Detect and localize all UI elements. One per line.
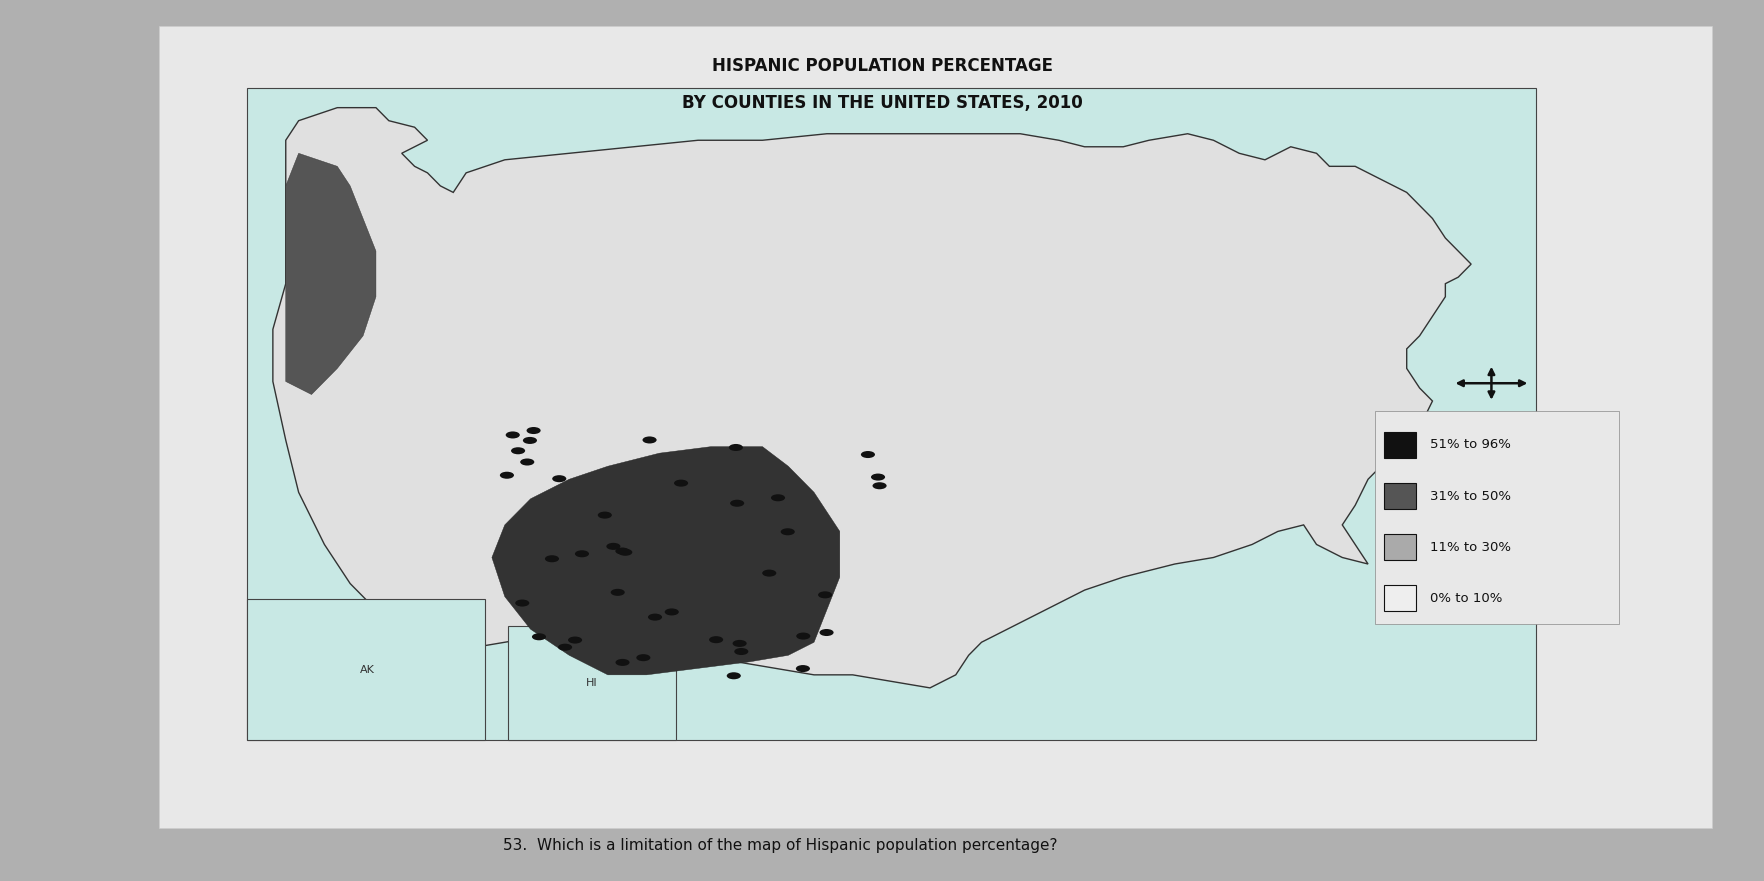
- Circle shape: [557, 644, 572, 651]
- Circle shape: [871, 482, 886, 489]
- Circle shape: [598, 512, 612, 519]
- Circle shape: [647, 613, 662, 620]
- Circle shape: [729, 444, 743, 451]
- Text: 0% to 10%: 0% to 10%: [1429, 592, 1501, 604]
- Text: BY COUNTIES IN THE UNITED STATES, 2010: BY COUNTIES IN THE UNITED STATES, 2010: [681, 94, 1083, 112]
- Text: 53.  Which is a limitation of the map of Hispanic population percentage?: 53. Which is a limitation of the map of …: [503, 838, 1057, 854]
- Circle shape: [732, 640, 746, 647]
- Circle shape: [762, 570, 776, 577]
- Polygon shape: [286, 153, 376, 395]
- Circle shape: [568, 637, 582, 644]
- Circle shape: [526, 427, 540, 434]
- Text: 51% to 96%: 51% to 96%: [1429, 439, 1510, 451]
- Polygon shape: [492, 447, 840, 675]
- Circle shape: [520, 458, 534, 465]
- Circle shape: [665, 609, 679, 616]
- Circle shape: [531, 633, 545, 640]
- FancyBboxPatch shape: [247, 599, 485, 740]
- Circle shape: [515, 600, 529, 607]
- Circle shape: [616, 547, 630, 554]
- FancyBboxPatch shape: [1374, 411, 1618, 624]
- FancyBboxPatch shape: [1383, 534, 1415, 560]
- Circle shape: [709, 636, 723, 643]
- Text: 11% to 30%: 11% to 30%: [1429, 541, 1510, 553]
- FancyBboxPatch shape: [247, 88, 1535, 740]
- Circle shape: [575, 551, 589, 558]
- Circle shape: [818, 629, 833, 636]
- Polygon shape: [273, 107, 1471, 688]
- Circle shape: [771, 494, 785, 501]
- Text: HISPANIC POPULATION PERCENTAGE: HISPANIC POPULATION PERCENTAGE: [711, 57, 1053, 75]
- Circle shape: [674, 479, 688, 486]
- Circle shape: [730, 500, 744, 507]
- Circle shape: [522, 437, 536, 444]
- FancyBboxPatch shape: [508, 626, 676, 740]
- Circle shape: [817, 591, 831, 598]
- Circle shape: [727, 672, 741, 679]
- Circle shape: [780, 529, 794, 536]
- Circle shape: [552, 475, 566, 482]
- Circle shape: [506, 432, 520, 439]
- Circle shape: [607, 543, 621, 550]
- Circle shape: [617, 549, 632, 556]
- Circle shape: [734, 648, 748, 655]
- Circle shape: [796, 633, 810, 640]
- Circle shape: [512, 448, 526, 455]
- FancyBboxPatch shape: [1383, 432, 1415, 458]
- Circle shape: [616, 659, 630, 666]
- FancyBboxPatch shape: [1383, 483, 1415, 509]
- Text: 31% to 50%: 31% to 50%: [1429, 490, 1510, 502]
- Circle shape: [499, 471, 513, 478]
- Text: AK: AK: [360, 664, 374, 675]
- FancyBboxPatch shape: [159, 26, 1711, 828]
- FancyBboxPatch shape: [1383, 585, 1415, 611]
- Circle shape: [861, 451, 875, 458]
- Circle shape: [642, 436, 656, 443]
- Circle shape: [870, 474, 884, 481]
- Circle shape: [545, 555, 559, 562]
- Circle shape: [610, 589, 624, 596]
- Circle shape: [796, 665, 810, 672]
- Circle shape: [637, 655, 651, 662]
- Text: HI: HI: [586, 677, 596, 688]
